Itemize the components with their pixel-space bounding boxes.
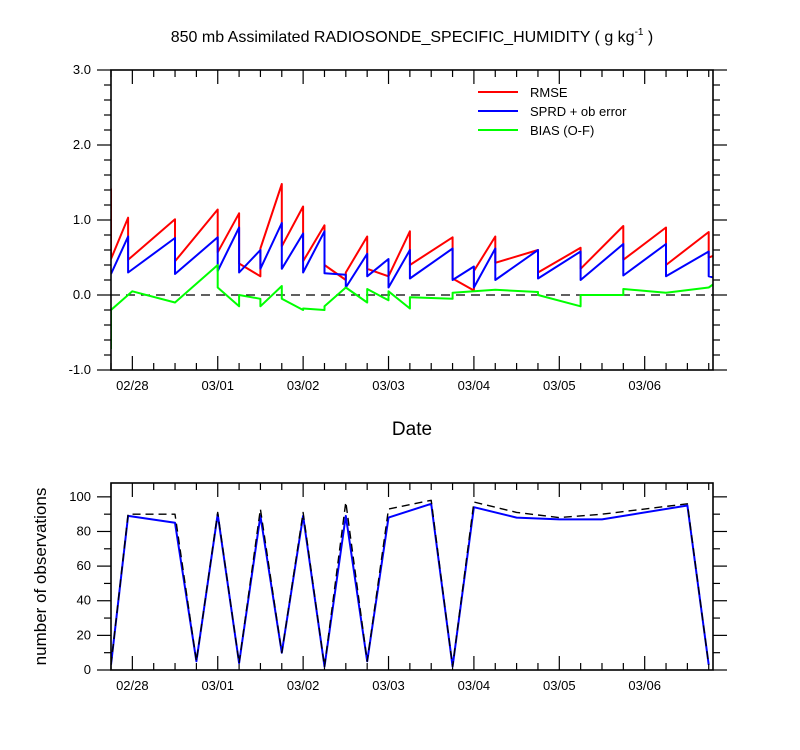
x-tick-label: 03/05: [543, 378, 576, 393]
plot-area: [111, 183, 713, 349]
x-tick-label: 03/01: [201, 378, 234, 393]
x-axis-label: Date: [392, 419, 432, 440]
series-line-1: [111, 499, 710, 668]
legend-label-0: RMSE: [530, 85, 568, 100]
plot-frame: [110, 482, 714, 671]
series-line-0: [111, 502, 710, 668]
bottom-panel: 02/28 03/01 03/02 03/03 03/04 03/05 03/06 0 20 40…: [31, 482, 727, 693]
x-tick-label: 03/05: [543, 678, 576, 693]
chart-title: 850 mb Assimilated RADIOSONDE_SPECIFIC_H…: [171, 27, 654, 46]
x-tick-label: 03/01: [201, 678, 234, 693]
y-tick-label: 80: [77, 523, 91, 538]
x-tick-label: 03/02: [287, 378, 320, 393]
y-tick-label: 0: [84, 662, 91, 677]
y-tick-label: 100: [69, 489, 91, 504]
y-tick-label: 60: [77, 558, 91, 573]
y-tick-label: 1.0: [73, 212, 91, 227]
x-tick-label: 03/06: [628, 378, 661, 393]
x-tick-label: 03/04: [458, 378, 491, 393]
legend-label-2: BIAS (O-F): [530, 123, 594, 138]
title-superscript: -1: [635, 27, 644, 38]
y-tick-label: 40: [77, 593, 91, 608]
y-tick-label: -1.0: [69, 362, 91, 377]
x-tick-label: 02/28: [116, 678, 149, 693]
top-panel: 02/28 03/01 03/02 03/03 03/04 03/05 03/06 -1.0 0…: [69, 62, 727, 440]
x-tick-label: 03/03: [372, 378, 405, 393]
series-line-0: [111, 183, 713, 292]
y-tick-label: 20: [77, 627, 91, 642]
legend-label-1: SPRD + ob error: [530, 104, 627, 119]
series-line-2: [111, 264, 713, 349]
y-tick-label: 2.0: [73, 137, 91, 152]
x-tick-label: 03/04: [458, 678, 491, 693]
y-tick-label: 0.0: [73, 287, 91, 302]
x-tick-label: 02/28: [116, 378, 149, 393]
x-tick-label: 03/03: [372, 678, 405, 693]
title-close: ): [643, 29, 653, 46]
x-tick-label: 03/06: [628, 678, 661, 693]
plot-area: [111, 499, 710, 668]
x-tick-label: 03/02: [287, 678, 320, 693]
y-tick-label: 3.0: [73, 62, 91, 77]
series-line-1: [111, 222, 713, 289]
title-main: 850 mb Assimilated RADIOSONDE_SPECIFIC_H…: [171, 29, 635, 46]
y-axis-label: number of observations: [31, 488, 50, 666]
plot-frame: [110, 69, 714, 371]
